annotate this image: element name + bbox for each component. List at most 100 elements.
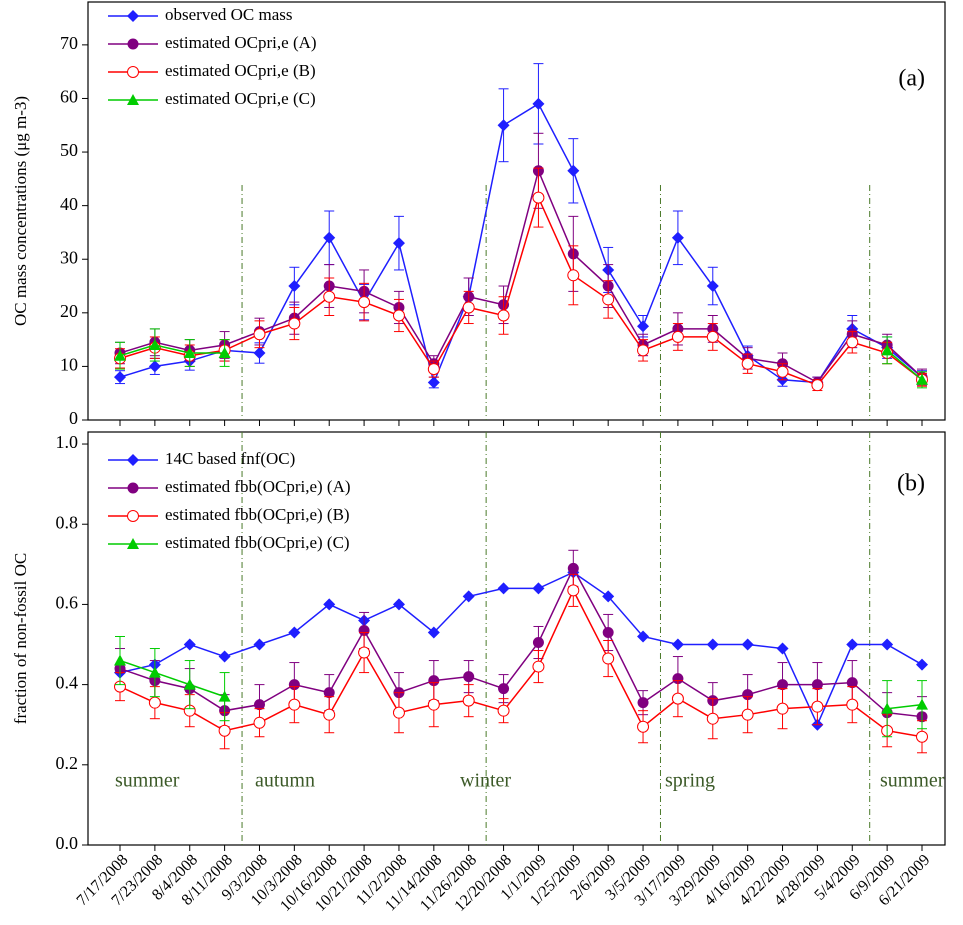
series-line (887, 703, 923, 710)
marker (392, 706, 405, 719)
marker (127, 38, 139, 50)
marker (323, 290, 336, 303)
marker (671, 330, 684, 343)
marker (427, 363, 440, 376)
marker (462, 301, 475, 314)
marker (392, 309, 405, 322)
legend-label: estimated fbb(OCpri,e) (C) (165, 533, 350, 552)
marker (323, 708, 336, 721)
marker (497, 309, 510, 322)
y-tick-label: 40 (60, 194, 78, 214)
marker (428, 675, 440, 687)
marker (218, 690, 231, 702)
marker (811, 679, 823, 691)
marker (637, 320, 650, 333)
series-line (119, 566, 923, 718)
marker (916, 373, 928, 385)
marker (114, 349, 126, 361)
plot-frame (87, 1, 946, 421)
marker (602, 652, 615, 665)
y-tick-label: 0.6 (56, 593, 79, 613)
legend-label: estimated fbb(OCpri,e) (A) (165, 477, 351, 496)
marker (323, 231, 336, 244)
marker (777, 679, 789, 691)
series-line (119, 344, 225, 357)
marker (846, 638, 859, 651)
y-tick-label: 10 (60, 355, 78, 375)
marker (706, 280, 719, 293)
marker (532, 191, 545, 204)
marker (881, 702, 894, 714)
marker (776, 702, 789, 715)
legend-label: estimated OCpri,e (C) (165, 89, 316, 108)
marker (148, 338, 161, 350)
legend-label: estimated OCpri,e (A) (165, 33, 317, 52)
panel-label: (b) (897, 471, 925, 497)
marker (742, 689, 754, 701)
marker (637, 720, 650, 733)
series-line (119, 588, 923, 738)
marker (916, 658, 928, 671)
marker (532, 637, 544, 649)
marker (671, 231, 684, 244)
marker (127, 454, 139, 466)
marker (602, 590, 615, 603)
marker (358, 296, 371, 309)
marker (463, 671, 475, 683)
season-label: summer (115, 770, 180, 792)
marker (127, 538, 139, 549)
series-line (119, 168, 923, 384)
marker (253, 638, 266, 651)
marker (776, 642, 789, 655)
marker (881, 638, 894, 651)
marker (218, 347, 231, 359)
y-tick-label: 0.0 (56, 833, 79, 853)
marker (532, 582, 545, 595)
marker (567, 562, 579, 574)
marker (567, 584, 580, 597)
marker (462, 590, 475, 603)
marker (253, 347, 266, 360)
y-tick-label: 30 (60, 247, 78, 267)
marker (288, 280, 301, 293)
marker (148, 696, 161, 709)
marker (148, 360, 161, 373)
legend-label: estimated OCpri,e (B) (165, 61, 316, 80)
y-tick-label: 60 (60, 87, 78, 107)
series-line (119, 659, 225, 698)
series-line (119, 195, 923, 387)
marker (741, 638, 754, 651)
marker (127, 10, 139, 22)
marker (846, 677, 858, 689)
marker (602, 626, 614, 638)
marker (114, 654, 126, 666)
marker (392, 598, 405, 611)
marker (567, 269, 580, 282)
marker (776, 365, 789, 378)
marker (127, 94, 139, 105)
marker (846, 336, 859, 349)
y-tick-label: 0.8 (56, 512, 79, 532)
season-label: summer (880, 770, 945, 792)
marker (183, 638, 196, 651)
marker (427, 376, 440, 389)
marker (811, 379, 824, 392)
marker (427, 698, 440, 711)
marker (637, 630, 650, 643)
y-tick-label: 70 (60, 33, 78, 53)
marker (392, 237, 405, 250)
marker (288, 679, 300, 691)
marker (672, 673, 684, 685)
legend-label: estimated fbb(OCpri,e) (B) (165, 505, 350, 524)
marker (498, 683, 510, 695)
season-label: spring (665, 770, 715, 792)
marker (183, 678, 196, 690)
season-label: winter (460, 770, 511, 792)
marker (323, 598, 336, 611)
panel-label: (a) (898, 66, 925, 92)
marker (567, 164, 580, 177)
legend-label: observed OC mass (165, 5, 292, 24)
marker (916, 698, 928, 710)
season-label: autumn (255, 770, 315, 792)
marker (127, 510, 139, 522)
